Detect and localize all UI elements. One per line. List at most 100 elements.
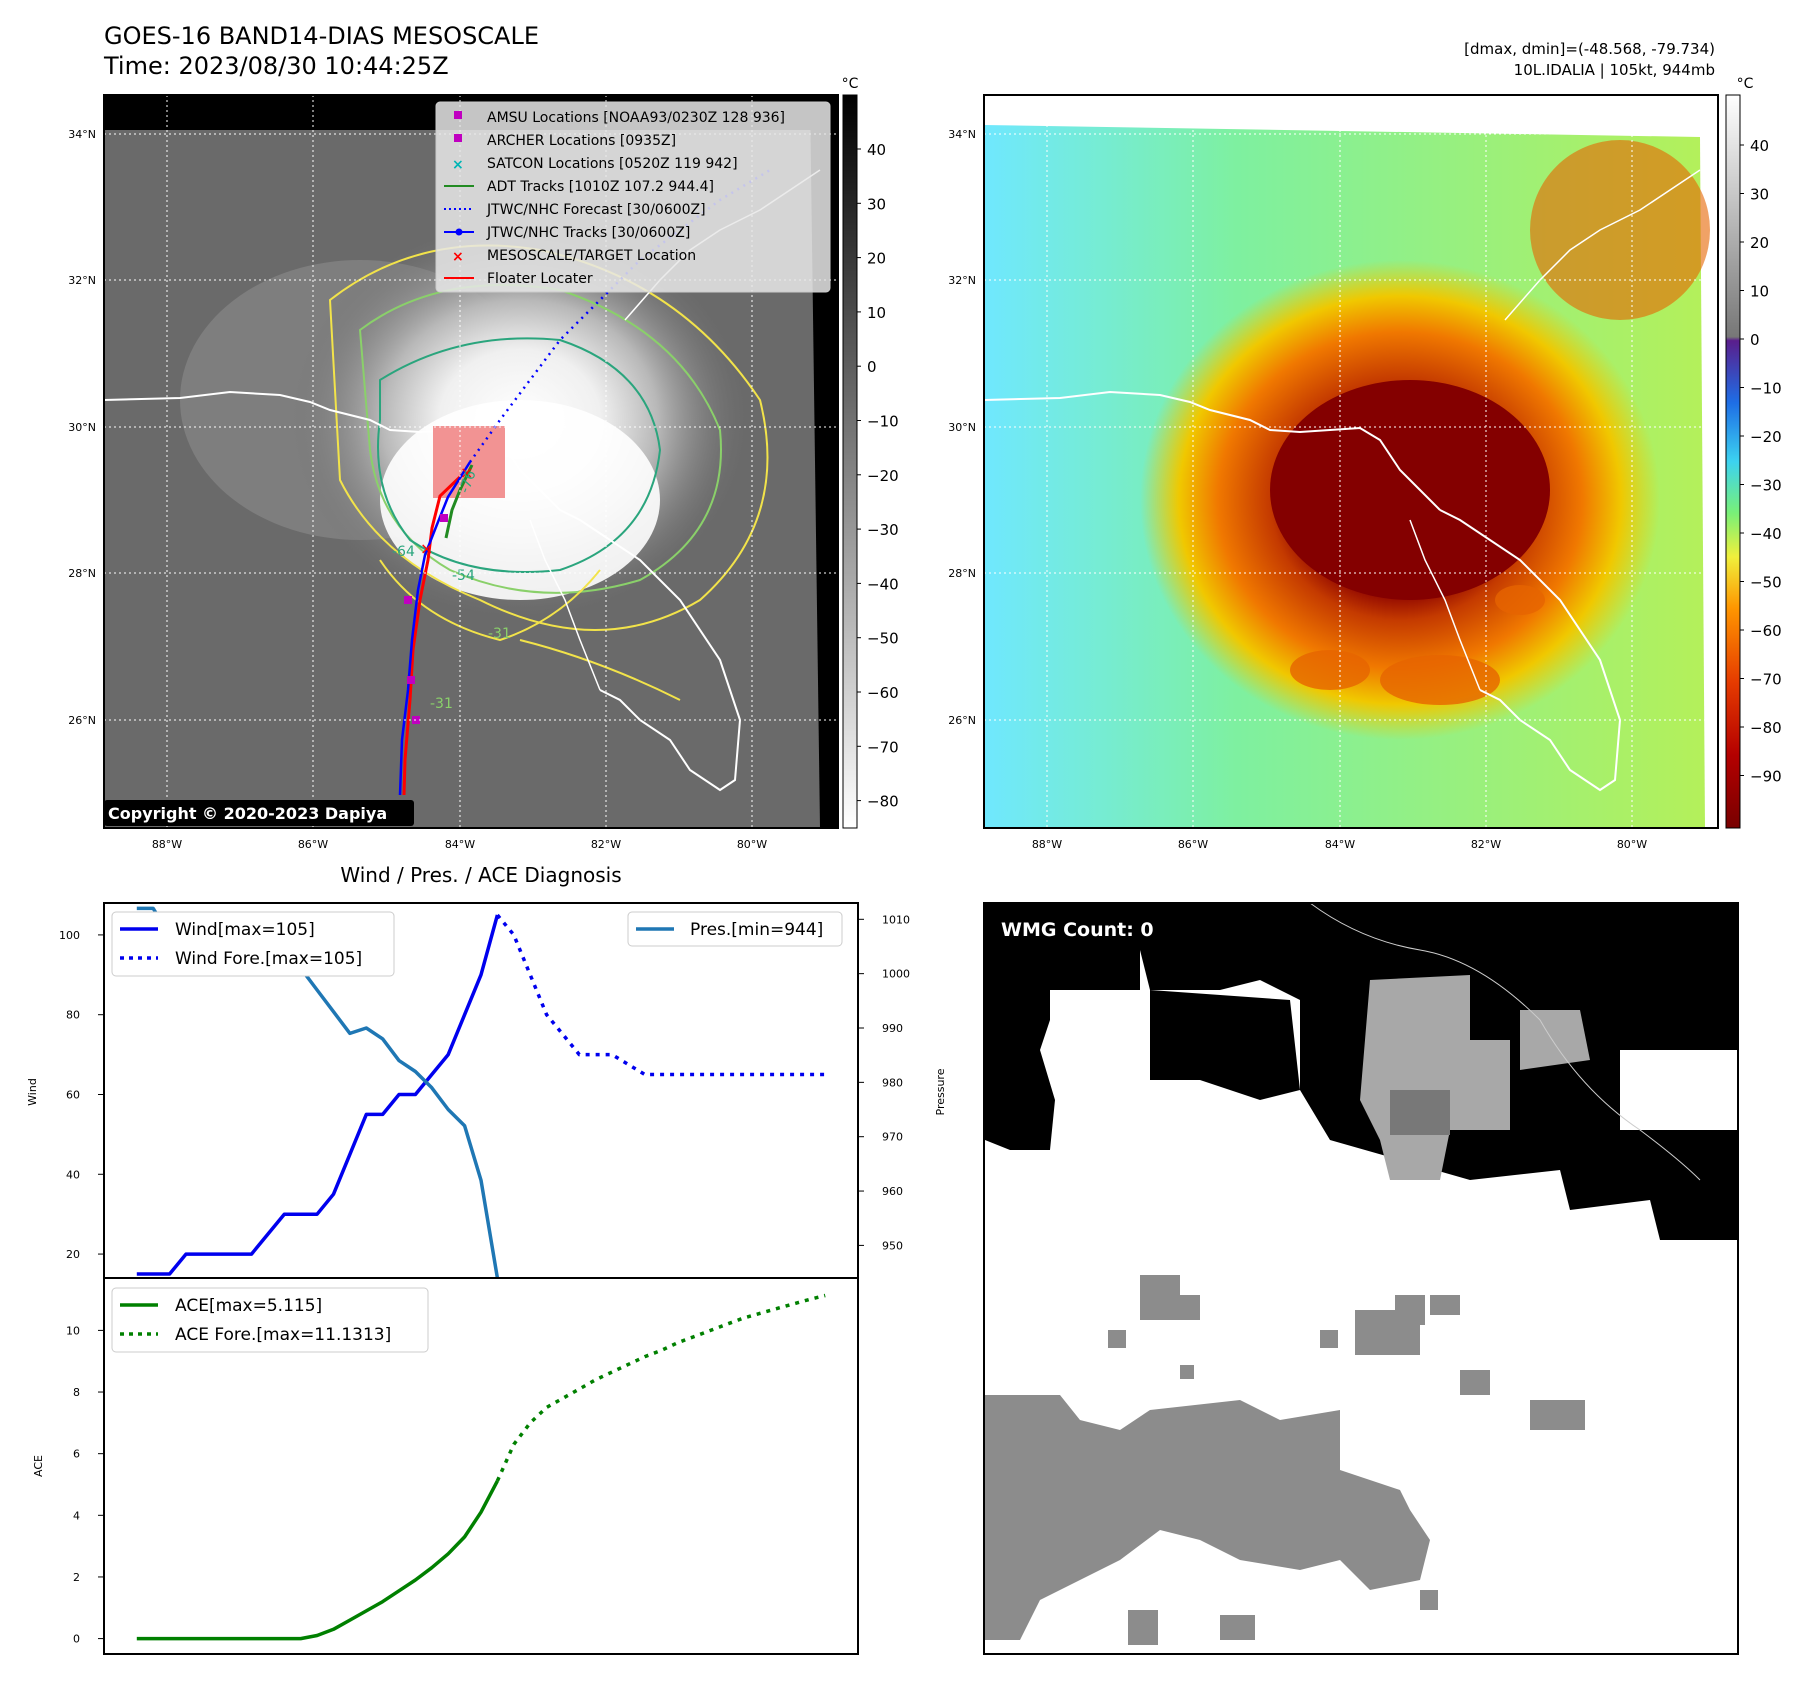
archer-marker [440, 514, 448, 522]
lat-label: 30°N [68, 421, 96, 434]
legend-label: AMSU Locations [NOAA93/0230Z 128 936] [487, 110, 785, 126]
y-tick-label-right: 1000 [882, 968, 910, 981]
lat-label: 34°N [68, 128, 96, 141]
colorbar-unit: °C [842, 76, 859, 92]
contour-label: -31 [430, 696, 453, 712]
wind-pressure-chart: Wind Pressure 20 40 60 80 100 950 960 970 980 99… [26, 902, 947, 1279]
lon-label: 86°W [298, 838, 328, 851]
lat-label: 28°N [68, 567, 96, 580]
figure-time: Time: 2023/08/30 10:44:25Z [103, 52, 449, 80]
legend-label: MESOSCALE/TARGET Location [487, 248, 696, 264]
lon-label: 80°W [737, 838, 767, 851]
target-marker: × [460, 463, 473, 482]
wmg-count-badge [992, 912, 1172, 946]
legend-marker-amsu [454, 111, 462, 119]
wind-legend: Wind[max=105] Wind Fore.[max=105] [111, 911, 395, 977]
y-tick-label: 20 [66, 1248, 80, 1261]
ace-axis-label: ACE [32, 1455, 45, 1477]
series-line-wind-fore-max-105 [496, 913, 826, 1077]
y-tick-label-right: 1010 [882, 913, 910, 926]
storm-info: 10L.IDALIA | 105kt, 944mb [1514, 61, 1715, 79]
y-tick-label-right: 950 [882, 1239, 903, 1252]
colorbar-tick-label: 30 [867, 195, 886, 213]
y-tick-label: 2 [73, 1571, 80, 1584]
lon-label: 82°W [591, 838, 621, 851]
lat-label: 32°N [68, 274, 96, 287]
legend-label: SATCON Locations [0520Z 119 942] [487, 156, 738, 172]
target-marker: × [420, 539, 433, 558]
colorbar-tick-label: −80 [867, 793, 899, 811]
legend-label-ace: ACE[max=5.115] [175, 1296, 322, 1316]
y-tick-label: 60 [66, 1088, 80, 1101]
colorbar-tick-label: 40 [867, 141, 886, 159]
lat-label: 26°N [948, 714, 976, 727]
legend-label: Floater Locater [487, 271, 593, 287]
lat-label: 26°N [68, 714, 96, 727]
colorbar-tick-label: −30 [1750, 477, 1782, 495]
y-tick-label: 6 [73, 1448, 80, 1461]
legend-marker-archer [454, 134, 462, 142]
colorbar-tick-label: 0 [1750, 331, 1760, 349]
y-tick-label: 10 [66, 1324, 80, 1337]
colorbar-tick-label: 40 [1750, 137, 1769, 155]
y-tick-label: 100 [59, 929, 80, 942]
lon-label: 84°W [1325, 838, 1355, 851]
colorbar-tick-label: −90 [1750, 768, 1782, 786]
legend-marker-jtwc-dot [455, 228, 463, 236]
colorbar-tick-label: 20 [867, 250, 886, 268]
lat-label: 32°N [948, 274, 976, 287]
colorbar-tick-label: −20 [1750, 428, 1782, 446]
legend-marker-target: × [452, 249, 464, 265]
figure-title: GOES-16 BAND14-DIAS MESOSCALE [104, 22, 539, 50]
wind-axis-label: Wind [26, 1078, 39, 1106]
map-right-imagery [984, 95, 1718, 828]
y-tick-label: 4 [73, 1509, 80, 1522]
colorbar-tick-label: −60 [867, 684, 899, 702]
legend-marker-satcon: × [452, 157, 464, 173]
lon-label: 86°W [1178, 838, 1208, 851]
y-tick-label-right: 960 [882, 1185, 903, 1198]
lon-label: 88°W [1032, 838, 1062, 851]
map-left-panel: × × -76 -64 -54 -31 -31 AMSU Locations [… [68, 76, 898, 851]
map-right-panel: 34°N 32°N 30°N 28°N 26°N 88°W 86°W 84°W … [948, 76, 1781, 851]
colorbar-tick-label: −80 [1750, 719, 1782, 737]
ace-legend: ACE[max=5.115] ACE Fore.[max=11.1313] [111, 1287, 429, 1353]
colorbar-tick-label: 10 [867, 304, 886, 322]
colorbar-tick-label: −70 [867, 738, 899, 756]
lat-label: 28°N [948, 567, 976, 580]
colorbar-tick-label: −40 [867, 575, 899, 593]
y-tick-label: 8 [73, 1386, 80, 1399]
lat-label: 30°N [948, 421, 976, 434]
floater-track [402, 473, 464, 796]
colorbar-tick-label: −40 [1750, 525, 1782, 543]
diagnosis-title: Wind / Pres. / ACE Diagnosis [340, 863, 621, 887]
copyright-text: Copyright © 2020-2023 Dapiya [108, 804, 387, 823]
colorbar-tick-label: 30 [1750, 186, 1769, 204]
legend-label-ace-forecast: ACE Fore.[max=11.1313] [175, 1325, 391, 1345]
series-line-wind-max-105 [136, 914, 500, 1276]
wmg-count-label: WMG Count: 0 [1001, 919, 1154, 941]
colorbar-tick-label: −60 [1750, 622, 1782, 640]
wmg-panel: WMG Count: 0 [983, 902, 1739, 1655]
legend-label: JTWC/NHC Tracks [30/0600Z] [486, 225, 690, 241]
colorbar-tick-label: 20 [1750, 234, 1769, 252]
amsu-marker [404, 596, 412, 604]
contour-label: -76 [457, 468, 480, 495]
map-left-legend: AMSU Locations [NOAA93/0230Z 128 936] AR… [435, 101, 831, 293]
y-tick-label: 80 [66, 1009, 80, 1022]
copyright-badge [104, 800, 414, 826]
y-tick-label-right: 980 [882, 1076, 903, 1089]
stats-line: [dmax, dmin]=(-48.568, -79.734) [1464, 40, 1715, 58]
lon-label: 84°W [445, 838, 475, 851]
contour-label: -31 [488, 626, 511, 642]
legend-label: JTWC/NHC Forecast [30/0600Z] [486, 202, 706, 218]
map-right-gridlines [984, 95, 1718, 828]
colorbar-right: °C 40 30 20 10 0 −10 −20 −30 −40 −50 −60 −70 −80 −90 [1725, 76, 1782, 829]
legend-label-wind-forecast: Wind Fore.[max=105] [175, 949, 362, 969]
colorbar-tick-label: −30 [867, 521, 899, 539]
lon-label: 82°W [1471, 838, 1501, 851]
legend-label-pressure: Pres.[min=944] [690, 920, 823, 940]
colorbar-tick-label: 10 [1750, 283, 1769, 301]
colorbar-left: °C 40 30 20 10 0 −10 −20 −30 −40 −50 −60 −70 −80 [842, 76, 899, 829]
